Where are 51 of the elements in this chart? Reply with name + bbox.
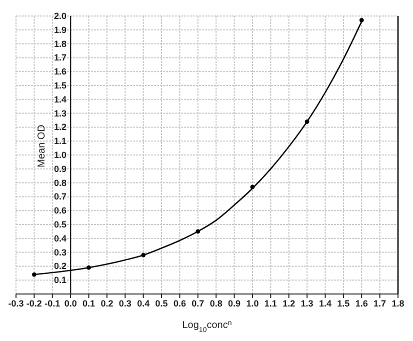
x-tick-label: 0.1 [82,298,96,308]
point [250,184,255,190]
x-tick-label: 0.5 [155,298,168,308]
y-tick-label: 2.0 [54,11,67,21]
y-tick-label: 0.7 [54,192,67,202]
y-tick-label: 0.6 [54,206,67,216]
point [86,265,91,270]
y-tick-label: 0.1 [54,275,67,286]
x-tick-label: -0.3 [8,298,24,308]
x-tick-label: 1.6 [355,298,368,308]
y-axis-title: Mean OD [36,124,48,168]
y-tick-label: 0.8 [54,178,67,188]
x-tick-label: 1.8 [392,298,404,308]
x-axis-title: Log$_{10}$conc$^{n}$ [182,320,232,334]
y-tick-label: 1.8 [54,38,67,49]
point [32,272,36,277]
x-tick-label: 0.6 [173,298,186,308]
x-tick-label: 1.3 [300,298,314,308]
x-tick-label: 1.0 [246,298,259,308]
y-tick-label: 1.4 [54,94,67,104]
x-tick-label: 1.2 [282,298,296,308]
y-tick-label: 1.7 [54,52,67,63]
x-tick-label: 0.7 [192,298,204,308]
x-tick-label: 0.9 [228,298,241,308]
x-tick-label: 1.1 [264,298,277,308]
y-tick-label: 0.5 [54,220,67,230]
x-tick-label: 1.4 [318,298,332,308]
y-tick-label: 0.9 [54,164,67,174]
y-tick-label: 1.0 [54,150,67,160]
x-tick-label: 0.2 [100,298,114,308]
y-tick-label: 1.9 [54,24,67,35]
x-tick-label: 0.0 [64,298,77,308]
y-tick-label: 1.1 [54,136,67,146]
y-tick-label: 0.2 [54,261,67,272]
y-tick-label: 0.4 [54,233,67,244]
point [359,18,364,22]
x-tick-label: 1.7 [374,298,386,308]
y-tick-label: 1.5 [54,80,67,90]
y-tick-label: 0.3 [54,247,67,258]
y-tick-label: 1.2 [54,122,67,132]
y-tick-label: 1.6 [54,66,67,77]
x-tick-label: 1.5 [337,298,350,308]
point [304,119,310,124]
x-tick-label: 0.8 [210,298,222,308]
x-tick-label: -0.2 [26,298,42,308]
point [141,252,146,258]
point [196,229,200,234]
x-tick-label: 0.3 [118,298,132,308]
x-tick-label: -0.1 [44,298,60,308]
y-tick-label: 1.3 [54,108,67,118]
x-tick-label: 0.4 [137,298,150,308]
